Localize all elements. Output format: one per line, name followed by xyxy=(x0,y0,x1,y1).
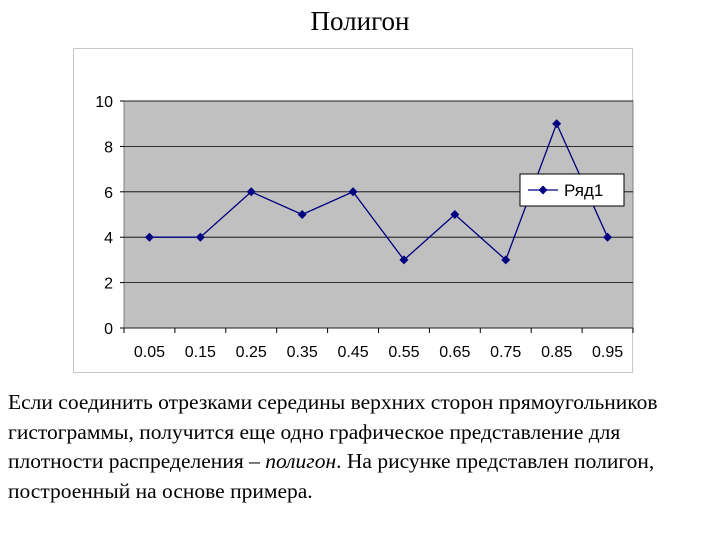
body-text-part1: Если соединить отрезками середины верхни… xyxy=(8,390,658,473)
data-point xyxy=(144,232,154,242)
y-tick-label: 0 xyxy=(104,321,113,338)
data-point xyxy=(450,210,460,219)
data-point xyxy=(552,119,562,129)
data-point xyxy=(399,255,409,265)
y-tick-label: 10 xyxy=(95,94,113,111)
x-tick-label: 0.05 xyxy=(134,344,165,361)
x-tick-label: 0.35 xyxy=(287,344,318,361)
y-tick-label: 8 xyxy=(104,139,113,156)
x-tick-label: 0.95 xyxy=(592,344,623,361)
legend-marker xyxy=(538,185,548,195)
x-tick-label: 0.65 xyxy=(439,344,470,361)
data-point xyxy=(501,255,511,265)
data-point xyxy=(348,187,358,197)
data-point xyxy=(246,187,256,197)
data-point xyxy=(195,232,205,242)
data-point xyxy=(603,232,613,242)
body-text-part2: . На рисунке представлен полигон, постро… xyxy=(8,449,655,503)
body-paragraph: Если соединить отрезками середины верхни… xyxy=(8,388,712,506)
x-tick-label: 0.45 xyxy=(337,344,368,361)
slide-title: Полигон xyxy=(310,6,410,36)
plot-area xyxy=(123,100,634,329)
x-tick-label: 0.85 xyxy=(541,344,572,361)
data-point xyxy=(297,210,307,219)
y-tick-label: 4 xyxy=(104,230,113,247)
y-tick-label: 2 xyxy=(104,276,113,293)
body-text-emphasis: полигон xyxy=(265,449,337,473)
line-chart: 0 2 4 6 8 10 0.05 0.15 0.25 0.35 0.45 0.55 0.65 0.75 0… xyxy=(95,94,634,361)
x-tick-label: 0.55 xyxy=(388,344,419,361)
chart-area: 0 2 4 6 8 10 0.05 0.15 0.25 0.35 0.45 0.55 0.65 0.75 0… xyxy=(73,48,634,373)
legend-label: Ряд1 xyxy=(564,181,603,200)
x-tick-label: 0.15 xyxy=(185,344,216,361)
y-tick-label: 6 xyxy=(104,185,113,202)
x-tick-label: 0.75 xyxy=(490,344,521,361)
x-tick-label: 0.25 xyxy=(236,344,267,361)
